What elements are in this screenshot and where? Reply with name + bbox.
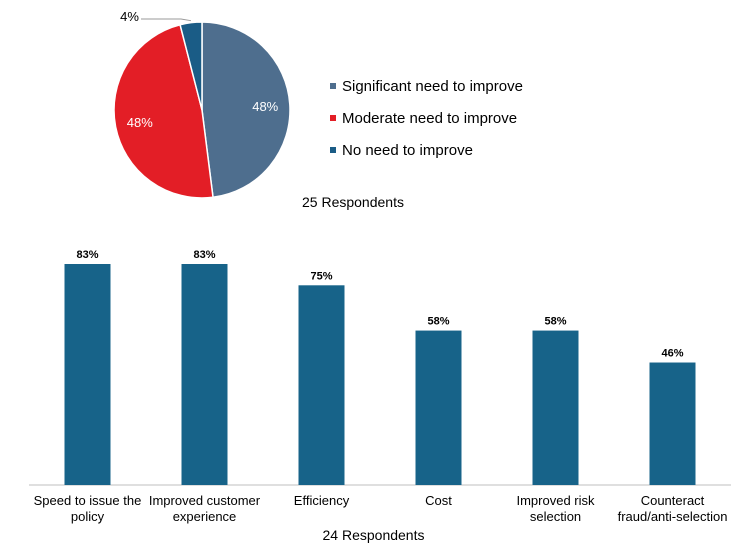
- legend-swatch-significant: [330, 83, 336, 89]
- category-label-5-line-1: Improved risk: [516, 493, 595, 508]
- bar-value-label-4: 58%: [427, 316, 449, 328]
- legend-item-moderate: Moderate need to improve: [330, 102, 523, 134]
- pie-slice-none: [179, 21, 203, 111]
- category-label-1-line-2: policy: [71, 509, 105, 524]
- bar-value-label-3: 75%: [310, 270, 332, 282]
- category-label-2-line-1: Improved customer: [149, 493, 261, 508]
- bar-value-label-6: 46%: [661, 348, 683, 360]
- bar-respondents-caption: 24 Respondents: [322, 527, 425, 543]
- bar-6: [649, 362, 696, 485]
- bar-value-label-5: 58%: [544, 316, 566, 328]
- pie-chart: 48% 48% 4%: [113, 9, 291, 199]
- legend-item-significant: Significant need to improve: [330, 70, 523, 102]
- bar-2: [181, 264, 228, 485]
- legend-label-moderate: Moderate need to improve: [342, 109, 518, 127]
- pie-slice-moderate: [113, 23, 214, 199]
- legend-label-significant: Significant need to improve: [342, 77, 523, 95]
- pie-label-none: 4%: [120, 9, 139, 24]
- legend-swatch-none: [330, 147, 336, 153]
- legend-label-none: No need to improve: [342, 141, 473, 159]
- category-label-2-line-2: experience: [173, 509, 237, 524]
- bar-value-label-2: 83%: [193, 249, 215, 261]
- pie-respondents-caption: 25 Respondents: [302, 194, 404, 210]
- pie-label-moderate: 48%: [127, 115, 153, 130]
- pie-legend: Significant need to improve Moderate nee…: [330, 70, 523, 166]
- category-label-5-line-2: selection: [530, 509, 581, 524]
- pie-leader-line-none: [140, 18, 192, 22]
- category-label-6-line-1: Counteract: [641, 493, 705, 508]
- category-label-4-line-1: Cost: [425, 493, 452, 508]
- pie-slice-significant: [201, 21, 291, 199]
- pie-label-significant: 48%: [252, 99, 278, 114]
- bar-value-label-1: 83%: [76, 249, 98, 261]
- bar-3: [298, 285, 345, 485]
- category-label-1-line-1: Speed to issue the: [34, 493, 142, 508]
- bar-5: [532, 330, 579, 485]
- bar-4: [415, 330, 462, 485]
- category-label-3-line-1: Efficiency: [294, 493, 350, 508]
- legend-item-none: No need to improve: [330, 134, 523, 166]
- bar-1: [64, 264, 111, 485]
- category-label-6-line-2: fraud/anti-selection: [618, 509, 728, 524]
- legend-swatch-moderate: [330, 115, 336, 121]
